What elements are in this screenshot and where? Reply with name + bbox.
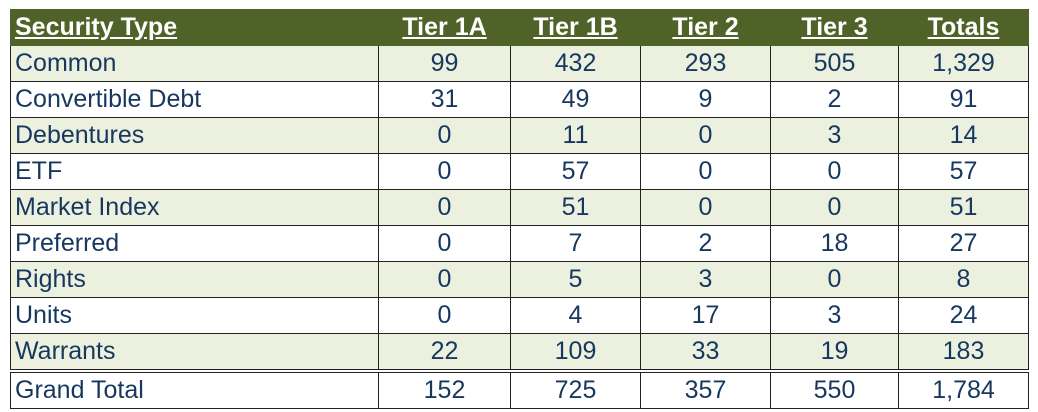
table-row: Warrants 22 109 33 19 183: [10, 333, 1029, 372]
header-cell: Security Type: [10, 9, 379, 46]
number-cell: 14: [898, 117, 1029, 154]
table-row: Convertible Debt 31 49 9 2 91: [10, 81, 1029, 118]
table-row: Common 99 432 293 505 1,329: [10, 45, 1029, 82]
number-cell: 3: [770, 297, 899, 334]
table-row: Market Index 0 51 0 0 51: [10, 189, 1029, 226]
header-cell: Tier 1A: [378, 9, 511, 46]
number-cell: 0: [770, 189, 899, 226]
number-cell: 0: [378, 189, 511, 226]
number-cell: 17: [640, 297, 771, 334]
number-cell: 432: [510, 45, 641, 82]
number-cell: 57: [510, 153, 641, 190]
table-row: Grand Total 152 725 357 550 1,784: [10, 369, 1029, 409]
number-cell: 33: [640, 333, 771, 372]
number-cell: 2: [770, 81, 899, 118]
number-cell: 0: [640, 189, 771, 226]
number-cell: 0: [640, 153, 771, 190]
number-cell: 57: [898, 153, 1029, 190]
number-cell: 7: [510, 225, 641, 262]
label-cell: ETF: [10, 153, 379, 190]
number-cell: 11: [510, 117, 641, 154]
table-body: Common 99 432 293 505 1,329 Convertible Debt 31…: [10, 45, 1029, 409]
number-cell: 0: [378, 117, 511, 154]
number-cell: 109: [510, 333, 641, 372]
label-cell: Grand Total: [10, 369, 379, 409]
header-cell: Tier 1B: [510, 9, 641, 46]
header-cell: Tier 2: [640, 9, 771, 46]
label-cell: Convertible Debt: [10, 81, 379, 118]
table-row: Debentures 0 11 0 3 14: [10, 117, 1029, 154]
header-cell: Tier 3: [770, 9, 899, 46]
number-cell: 8: [898, 261, 1029, 298]
number-cell: 49: [510, 81, 641, 118]
number-cell: 0: [378, 153, 511, 190]
label-cell: Debentures: [10, 117, 379, 154]
number-cell: 293: [640, 45, 771, 82]
number-cell: 725: [510, 369, 641, 409]
number-cell: 2: [640, 225, 771, 262]
number-cell: 18: [770, 225, 899, 262]
label-cell: Market Index: [10, 189, 379, 226]
label-cell: Common: [10, 45, 379, 82]
number-cell: 99: [378, 45, 511, 82]
number-cell: 51: [898, 189, 1029, 226]
number-cell: 505: [770, 45, 899, 82]
number-cell: 5: [510, 261, 641, 298]
label-cell: Warrants: [10, 333, 379, 372]
number-cell: 51: [510, 189, 641, 226]
label-cell: Preferred: [10, 225, 379, 262]
table-row: Preferred 0 7 2 18 27: [10, 225, 1029, 262]
number-cell: 27: [898, 225, 1029, 262]
number-cell: 1,784: [898, 369, 1029, 409]
number-cell: 0: [378, 261, 511, 298]
number-cell: 91: [898, 81, 1029, 118]
table-row: Units 0 4 17 3 24: [10, 297, 1029, 334]
number-cell: 152: [378, 369, 511, 409]
header-cell: Totals: [898, 9, 1029, 46]
number-cell: 0: [378, 297, 511, 334]
label-cell: Units: [10, 297, 379, 334]
number-cell: 3: [640, 261, 771, 298]
number-cell: 19: [770, 333, 899, 372]
number-cell: 4: [510, 297, 641, 334]
number-cell: 22: [378, 333, 511, 372]
number-cell: 3: [770, 117, 899, 154]
table-row: Rights 0 5 3 0 8: [10, 261, 1029, 298]
number-cell: 550: [770, 369, 899, 409]
number-cell: 31: [378, 81, 511, 118]
number-cell: 24: [898, 297, 1029, 334]
label-cell: Rights: [10, 261, 379, 298]
number-cell: 0: [770, 261, 899, 298]
number-cell: 357: [640, 369, 771, 409]
table-row: ETF 0 57 0 0 57: [10, 153, 1029, 190]
number-cell: 183: [898, 333, 1029, 372]
number-cell: 9: [640, 81, 771, 118]
number-cell: 0: [378, 225, 511, 262]
number-cell: 0: [770, 153, 899, 190]
number-cell: 0: [640, 117, 771, 154]
number-cell: 1,329: [898, 45, 1029, 82]
